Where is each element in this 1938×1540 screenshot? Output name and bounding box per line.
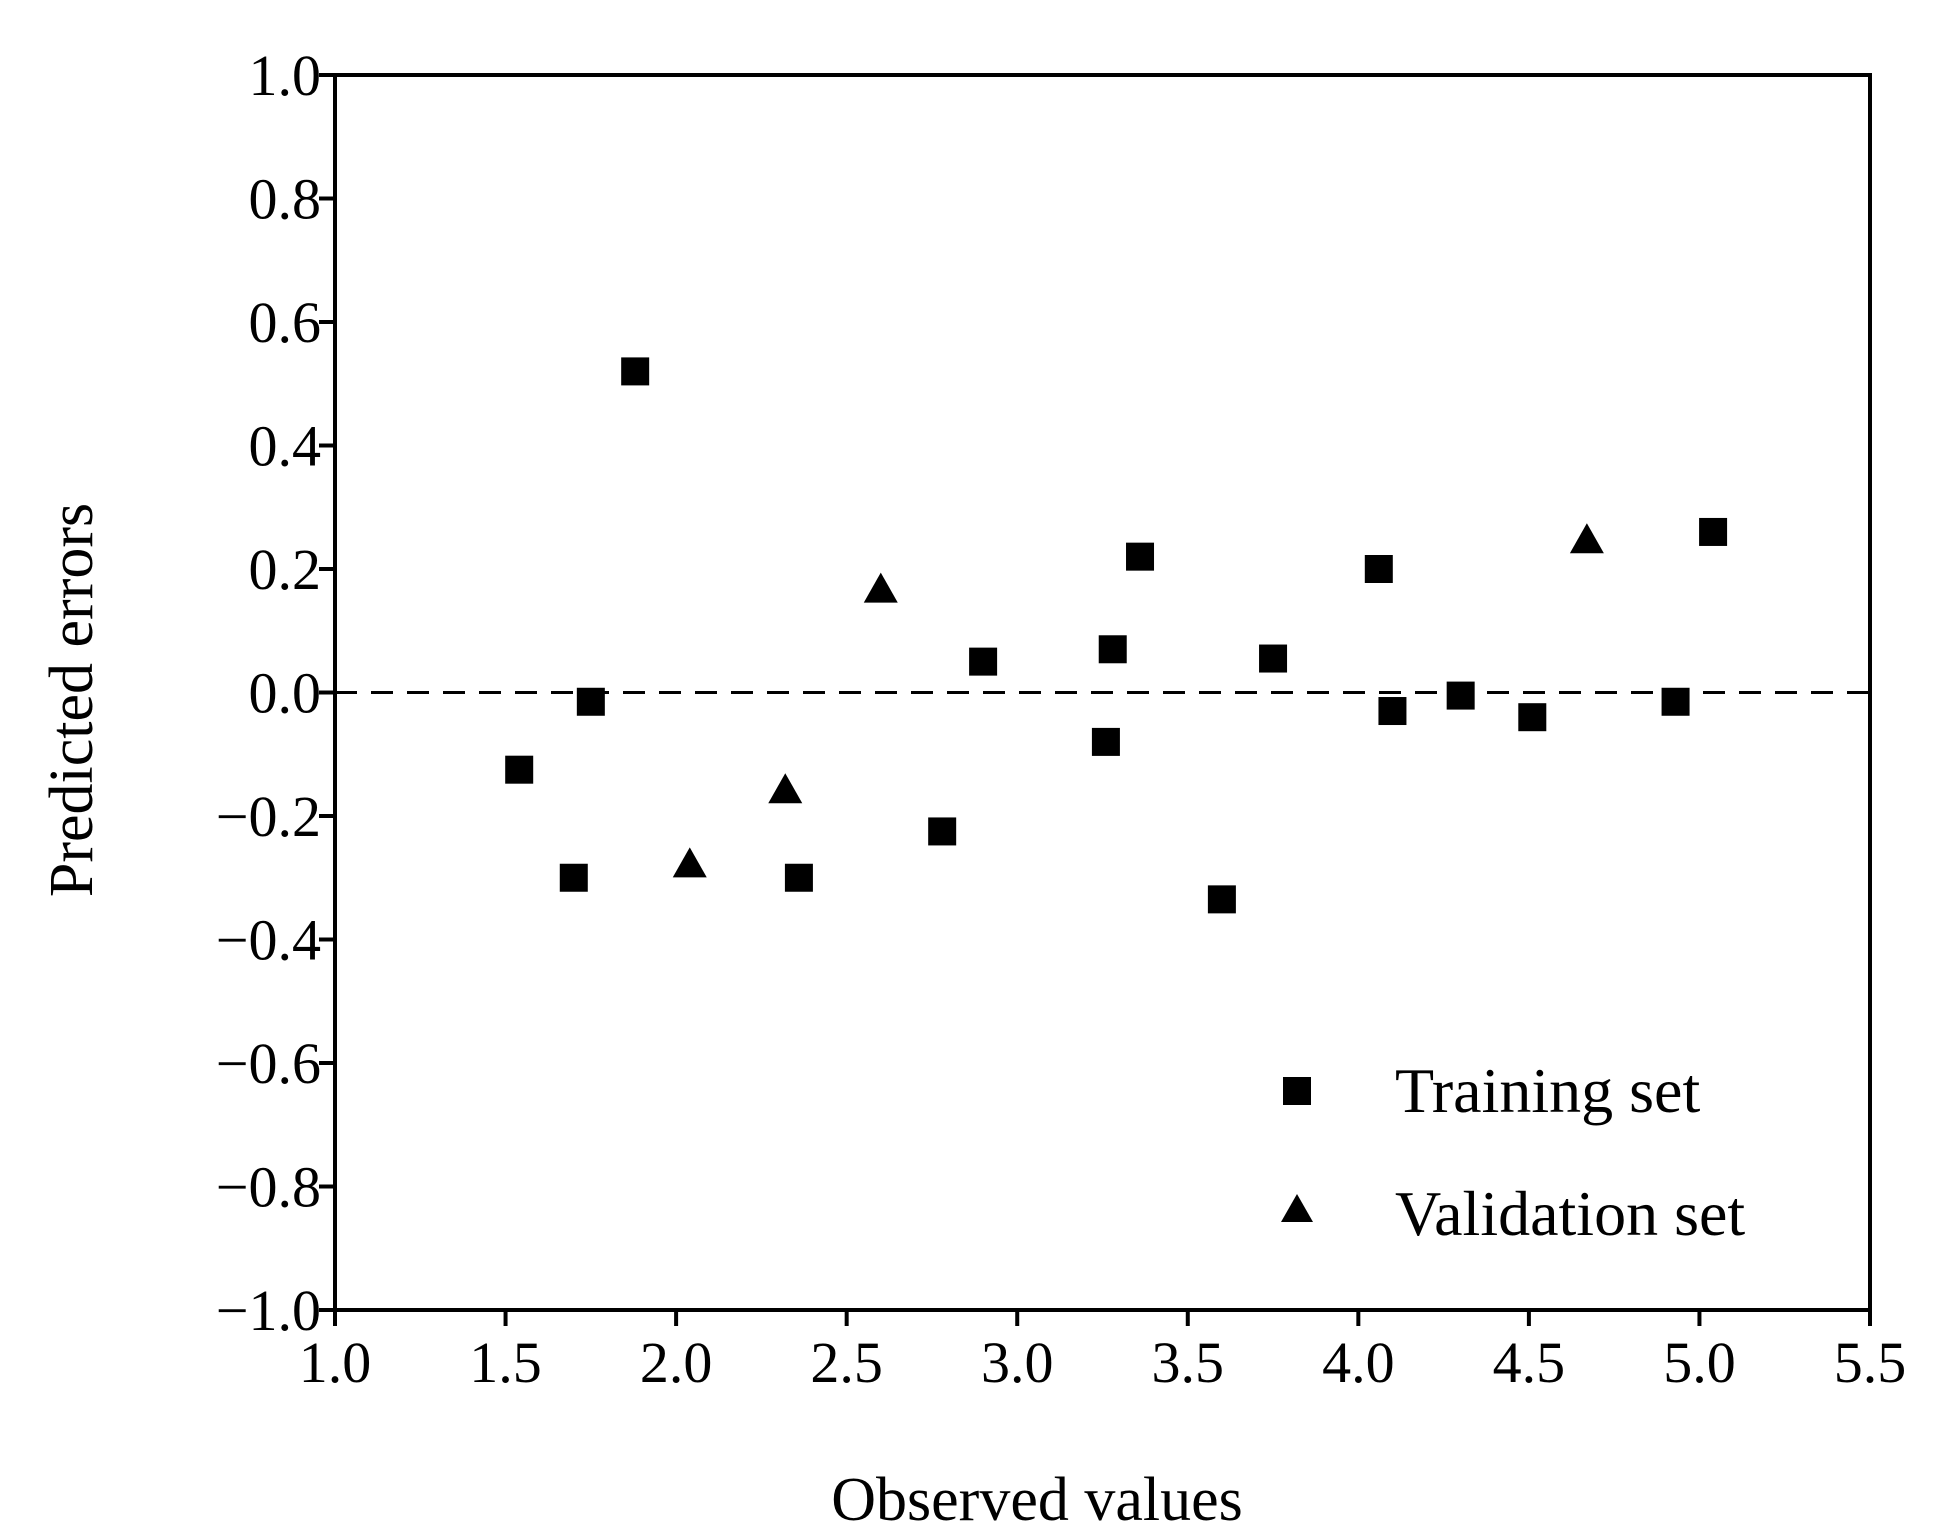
training-point <box>559 863 588 892</box>
x-tick-label: 4.5 <box>1493 1330 1566 1395</box>
x-axis-ticks: 1.0 1.5 2.0 2.5 3.0 3.5 4.0 4.5 5.0 5.5 <box>299 1310 1907 1395</box>
validation-point <box>863 572 898 603</box>
training-point <box>1091 727 1120 756</box>
x-tick-label: 1.5 <box>469 1330 542 1395</box>
training-point <box>1364 555 1393 583</box>
legend-marker-training <box>1283 1077 1311 1105</box>
x-tick-label: 5.5 <box>1834 1330 1907 1395</box>
y-tick-label: −1.0 <box>216 1278 321 1343</box>
training-point <box>928 817 957 846</box>
y-tick-label: 0.8 <box>249 167 322 232</box>
plot-frame <box>333 73 1872 1312</box>
training-point <box>969 647 998 676</box>
training-point <box>1518 703 1547 732</box>
x-tick-label: 3.5 <box>1152 1330 1225 1395</box>
training-point <box>1259 644 1288 673</box>
x-axis-label: Observed values <box>831 1466 1242 1534</box>
training-point <box>1207 885 1236 914</box>
validation-point <box>1569 523 1604 554</box>
y-tick-label: 0.6 <box>249 290 322 355</box>
y-tick-label: −0.8 <box>216 1155 321 1220</box>
training-point <box>1378 697 1407 726</box>
y-axis-ticks: 1.0 0.8 0.6 0.4 0.2 0.0 −0.2 −0.4 −0.6 −0.8 −1.0 <box>216 43 335 1343</box>
y-tick-label: −0.4 <box>216 908 321 973</box>
training-point <box>1699 517 1728 546</box>
y-tick-label: 0.4 <box>249 414 322 479</box>
y-axis-label: Predicted errors <box>38 503 106 897</box>
x-tick-label: 4.0 <box>1322 1330 1395 1395</box>
x-tick-label: 5.0 <box>1663 1330 1736 1395</box>
training-point <box>505 755 534 784</box>
x-tick-label: 3.0 <box>981 1330 1054 1395</box>
validation-point <box>768 773 803 804</box>
training-point <box>1661 687 1690 716</box>
x-tick-label: 2.5 <box>810 1330 883 1395</box>
legend: Training set Validation set <box>1281 1055 1745 1249</box>
y-tick-label: −0.6 <box>216 1031 321 1096</box>
data-points <box>505 357 1728 914</box>
x-tick-label: 2.0 <box>640 1330 713 1395</box>
legend-label-training: Training set <box>1395 1055 1700 1126</box>
training-point <box>784 863 813 892</box>
y-tick-label: −0.2 <box>216 784 321 849</box>
y-tick-label: 0.2 <box>249 537 322 602</box>
training-point <box>621 357 650 386</box>
training-point <box>1126 542 1155 571</box>
legend-label-validation: Validation set <box>1395 1178 1745 1249</box>
training-point <box>1098 635 1127 664</box>
x-tick-label: 1.0 <box>299 1330 372 1395</box>
legend-marker-validation <box>1281 1194 1313 1222</box>
y-tick-label: 1.0 <box>249 43 322 108</box>
validation-point <box>672 847 707 878</box>
training-point <box>576 687 605 716</box>
y-tick-label: 0.0 <box>249 661 322 726</box>
training-point <box>1446 681 1475 710</box>
